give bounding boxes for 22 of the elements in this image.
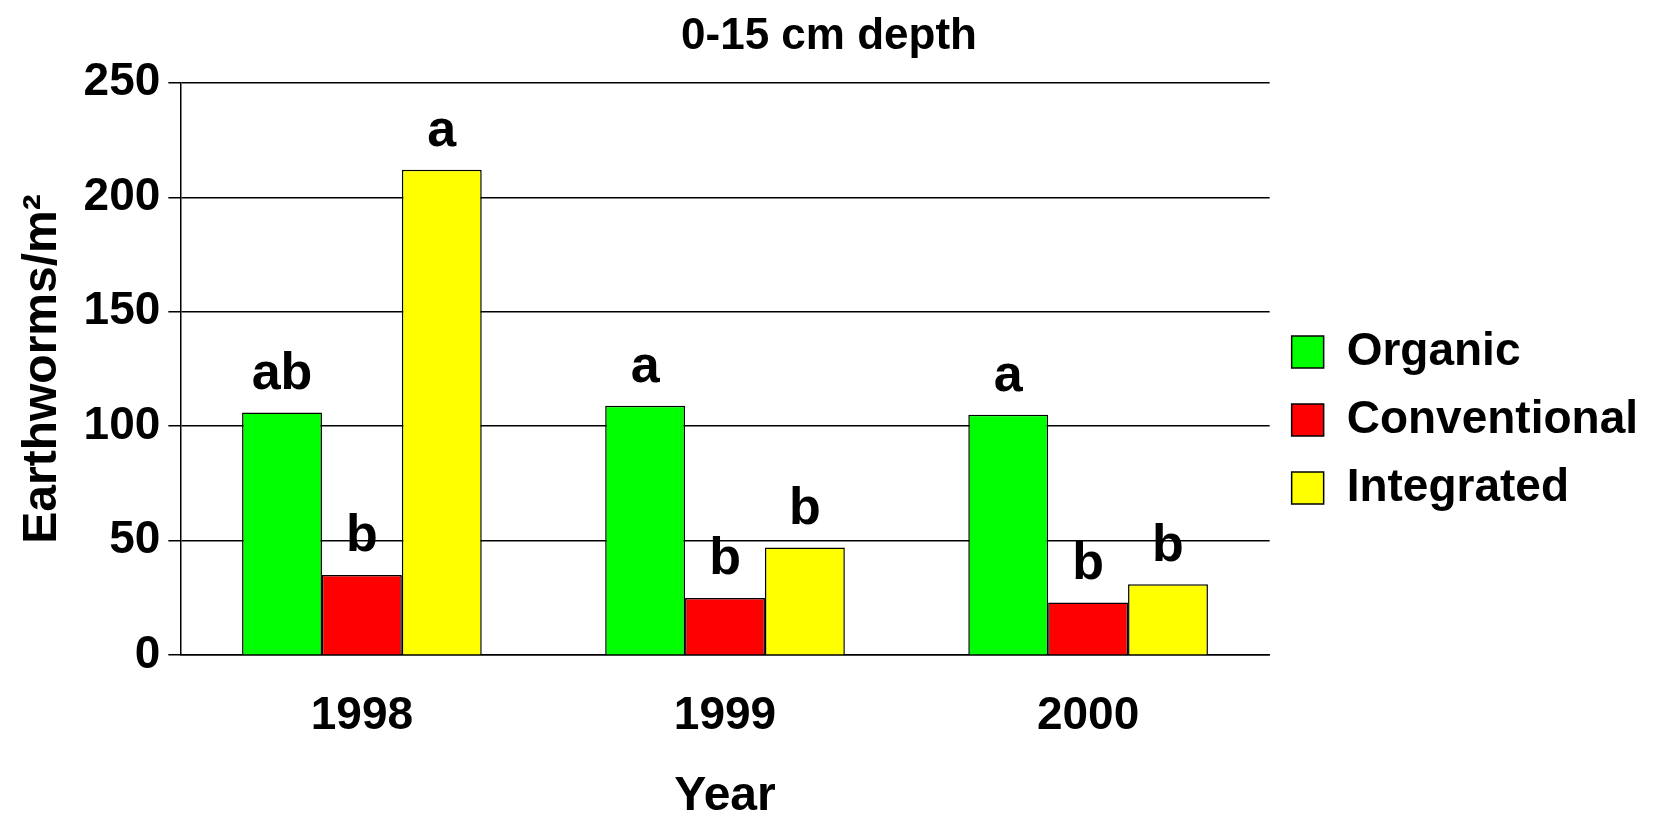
annotation: a: [630, 334, 661, 393]
y-axis-title: Earthworms/m²: [13, 194, 67, 544]
chart-title: 0-15 cm depth: [681, 8, 977, 58]
annotation: ab: [251, 341, 313, 400]
y-tick-label: 150: [83, 282, 161, 335]
y-tick-label: 200: [83, 167, 161, 220]
x-axis-title: Year: [674, 767, 776, 821]
annotation: a: [993, 344, 1024, 403]
y-tick-label: 250: [83, 53, 161, 106]
annotation: b: [1072, 531, 1104, 590]
x-tick-label: 2000: [1036, 687, 1140, 740]
annotation: b: [789, 476, 821, 535]
y-tick-label: 50: [109, 511, 161, 564]
x-tick-label: 1999: [673, 687, 777, 740]
annotation: b: [709, 527, 741, 586]
annotation: a: [427, 99, 458, 158]
legend-label: Conventional: [1346, 390, 1638, 443]
y-tick-label: 100: [83, 396, 161, 449]
x-tick-label: 1998: [310, 687, 414, 740]
legend-label: Organic: [1346, 322, 1521, 375]
y-tick-label: 0: [134, 625, 161, 678]
legend-label: Integrated: [1346, 458, 1570, 511]
